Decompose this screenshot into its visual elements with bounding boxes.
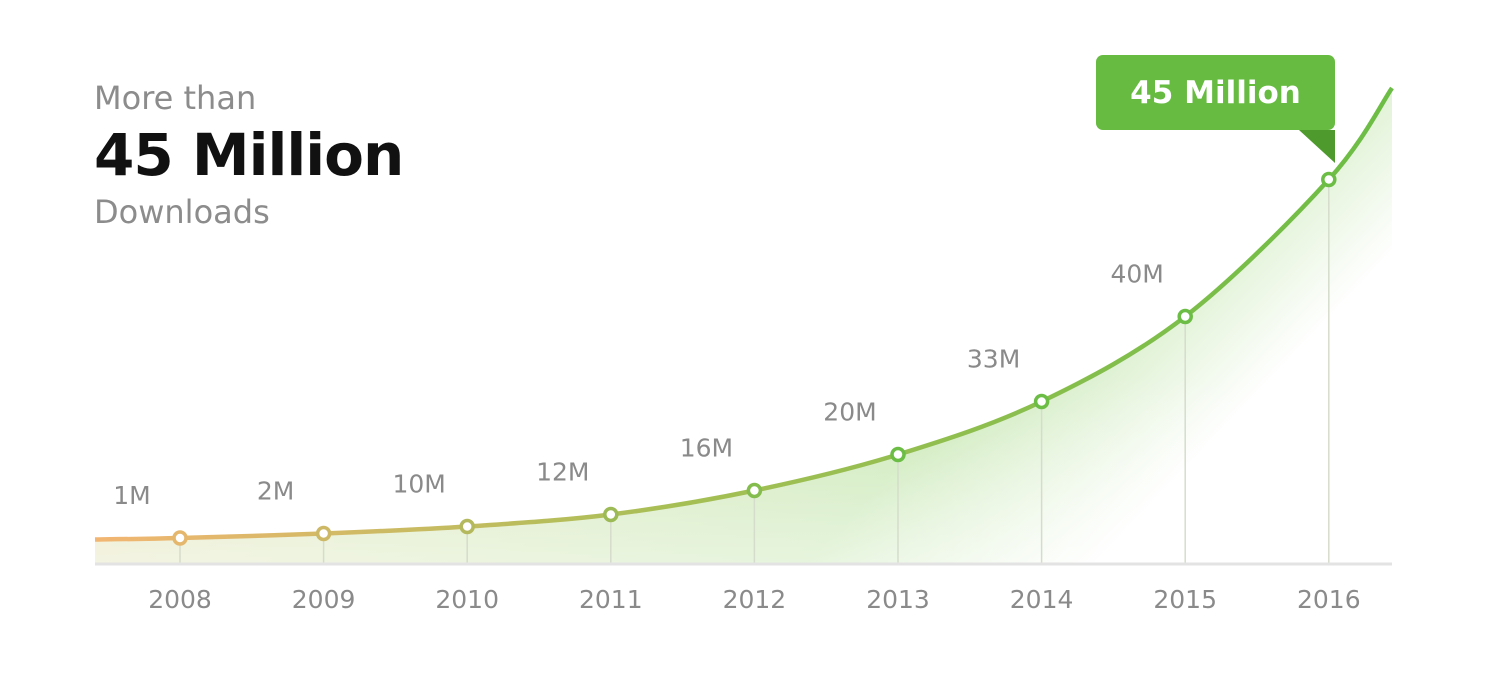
headline-block: More than 45 Million Downloads [94,76,404,234]
headline-prefix: More than [94,79,257,117]
data-point [1033,393,1050,410]
data-label: 12M [536,458,589,487]
headline-value: 45 Million [94,121,404,189]
data-point [1177,308,1193,325]
x-tick-label: 2014 [1010,585,1074,614]
data-point [315,525,332,542]
data-point [172,530,188,546]
data-label: 10M [393,470,446,499]
callout-label: 45 Million [1130,75,1301,111]
callout-box [1096,55,1335,130]
x-tick-label: 2009 [292,585,356,614]
x-tick-label: 2008 [148,585,212,614]
callout-pointer [1299,130,1335,163]
data-label: 16M [680,434,733,463]
data-label: 20M [823,398,876,427]
data-point [603,506,619,523]
data-point [746,482,763,499]
data-label: 40M [1111,260,1164,289]
headline-suffix: Downloads [94,193,270,231]
x-tick-label: 2013 [866,585,930,614]
x-tick-label: 2016 [1297,585,1361,614]
x-tick-label: 2015 [1153,585,1217,614]
data-point [459,518,475,535]
data-label: 33M [967,345,1020,374]
x-tick-label: 2011 [579,585,643,614]
x-tick-label: 2012 [723,585,787,614]
data-point [890,446,906,463]
series-line [94,86,1394,542]
data-label: 1M [113,481,150,510]
x-tick-label: 2010 [435,585,499,614]
data-label: 2M [257,477,294,506]
area-fade [95,88,1392,564]
data-point [1321,171,1337,188]
callout-badge: 45 Million [1096,55,1335,163]
